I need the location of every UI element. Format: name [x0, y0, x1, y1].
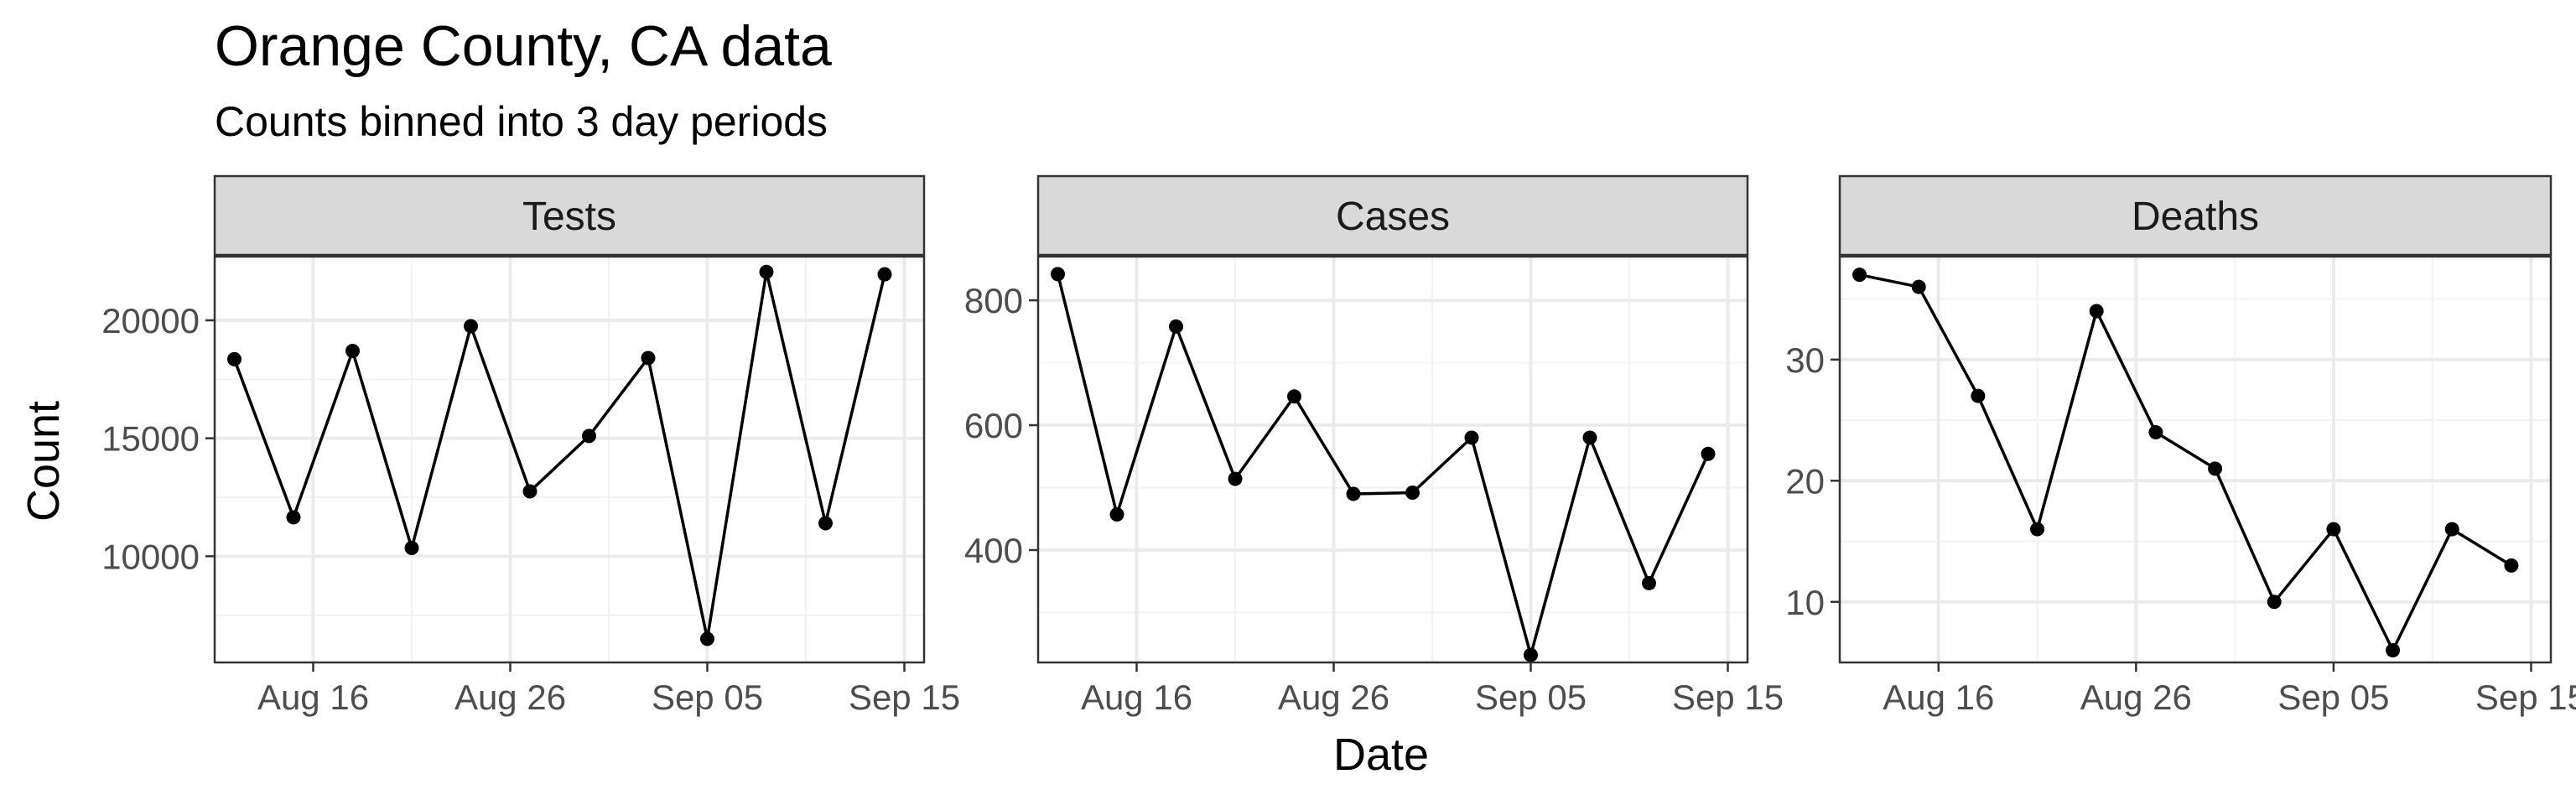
x-tick-label: Aug 16: [257, 678, 369, 717]
x-tick-label: Aug 16: [1883, 678, 1994, 717]
chart-title: Orange County, CA data: [215, 14, 832, 78]
data-point: [2326, 522, 2341, 537]
y-tick-label: 10000: [101, 537, 200, 576]
data-point: [2030, 522, 2045, 537]
data-point: [1405, 485, 1420, 500]
y-tick-label: 20: [1785, 461, 1825, 501]
data-point: [1852, 267, 1867, 283]
plot-background: [215, 257, 924, 662]
data-point: [286, 510, 301, 525]
data-point: [818, 516, 833, 531]
y-tick-label: 10: [1785, 583, 1825, 622]
data-point: [404, 541, 419, 556]
data-point: [1228, 471, 1243, 486]
data-point: [2386, 643, 2401, 658]
x-tick-label: Aug 26: [454, 678, 566, 717]
panel-border: [1036, 255, 1749, 664]
plot-background: [1038, 257, 1748, 662]
x-axis-label: Date: [1333, 730, 1429, 780]
data-point: [464, 319, 478, 334]
data-point: [1582, 430, 1597, 445]
y-tick-label: 15000: [101, 419, 200, 459]
x-tick-label: Sep 05: [652, 678, 763, 717]
data-point: [345, 344, 360, 359]
data-point: [1109, 507, 1124, 522]
data-point: [1971, 388, 1986, 403]
panel-deaths: Aug 16 Aug 26 Sep 05 Sep 15 10 20 30 Deaths: [1785, 174, 2576, 717]
x-tick-label: Sep 15: [2475, 678, 2576, 717]
y-tick-label: 20000: [101, 301, 200, 340]
x-tick-label: Aug 26: [2080, 678, 2192, 717]
data-point: [2208, 461, 2223, 476]
y-axis-label: Count: [18, 401, 69, 522]
facet-strip-label: Cases: [1336, 195, 1450, 239]
data-point: [1346, 486, 1361, 501]
x-tick-label: Aug 26: [1278, 678, 1389, 717]
chart-subtitle: Counts binned into 3 day periods: [215, 98, 828, 145]
data-point: [1169, 319, 1183, 334]
data-point: [1524, 647, 1538, 662]
data-point: [759, 264, 774, 279]
data-point: [522, 484, 538, 499]
data-point: [2504, 558, 2519, 573]
data-point: [1642, 575, 1656, 590]
data-point: [2089, 304, 2104, 319]
series-line: [1056, 273, 1710, 657]
y-tick-label: 800: [964, 281, 1023, 320]
data-point: [877, 267, 892, 282]
panel-tests: Aug 16 Aug 26 Sep 05 Sep 15 10000 15000 20000 T…: [101, 174, 960, 717]
data-point: [582, 428, 596, 444]
data-point: [1701, 446, 1716, 461]
data-point: [227, 351, 242, 366]
panel-border: [213, 255, 926, 664]
x-tick-label: Sep 05: [2277, 678, 2389, 717]
panel-border: [1838, 255, 2553, 664]
data-point: [2267, 595, 2282, 610]
facet-strip-label: Deaths: [2132, 195, 2259, 239]
y-tick-label: 30: [1785, 340, 1825, 380]
x-tick-label: Sep 15: [1672, 678, 1784, 717]
facet-strip: [1036, 174, 1749, 257]
data-point: [1287, 389, 1301, 404]
x-tick-label: Aug 16: [1081, 678, 1192, 717]
data-point: [1911, 279, 1926, 294]
data-point: [1464, 430, 1479, 445]
y-tick-label: 600: [964, 406, 1023, 445]
series-line: [232, 270, 886, 641]
data-point: [2148, 424, 2163, 439]
facet-strip: [1838, 174, 2553, 257]
facet-strip-label: Tests: [522, 195, 616, 239]
facet-strip: [213, 174, 926, 257]
facet-panels: Aug 16 Aug 26 Sep 05 Sep 15 10000 15000 20000 T…: [101, 174, 2576, 717]
y-tick-label: 400: [964, 531, 1023, 570]
series-line: [1859, 273, 2512, 652]
data-point: [2444, 522, 2459, 537]
x-tick-label: Sep 15: [849, 678, 960, 717]
data-point: [641, 351, 656, 366]
panel-cases: Aug 16 Aug 26 Sep 05 Sep 15 400 600 800 Cases: [964, 174, 1784, 717]
data-point: [700, 631, 714, 647]
x-tick-label: Sep 05: [1475, 678, 1587, 717]
data-point: [1051, 267, 1065, 282]
